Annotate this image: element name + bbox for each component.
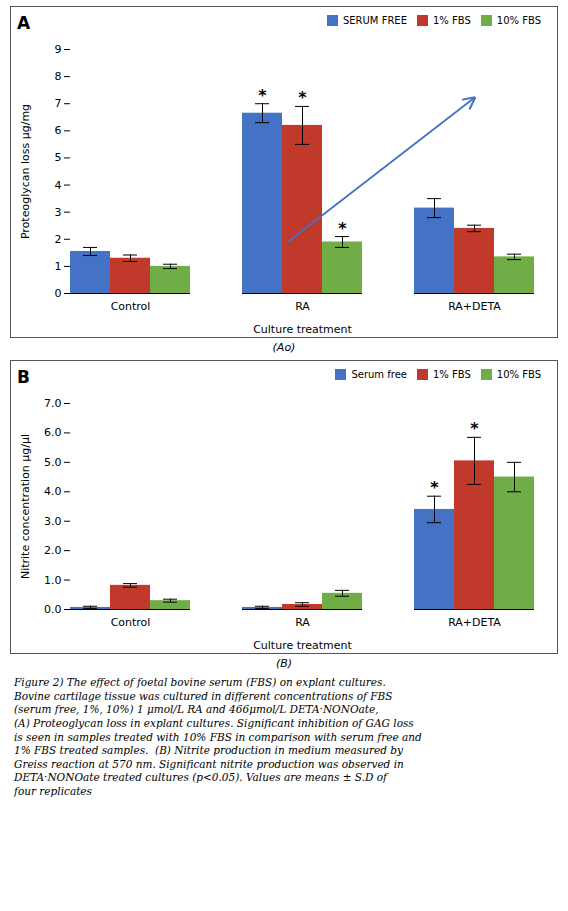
svg-text:3: 3 — [55, 206, 62, 219]
html-text:(B): (B) — [275, 657, 293, 670]
svg-text:RA+DETA: RA+DETA — [448, 616, 501, 629]
html-text:SERUM FREE: SERUM FREE — [342, 15, 407, 26]
html-text:A: A — [17, 13, 31, 33]
html-text:10% FBS: 10% FBS — [496, 15, 541, 26]
svg-text:Culture treatment: Culture treatment — [253, 323, 352, 336]
html-text:B: B — [17, 367, 30, 387]
svg-text:4: 4 — [55, 179, 62, 192]
svg-text:6.0: 6.0 — [44, 426, 62, 439]
html-text:10% FBS: 10% FBS — [496, 369, 541, 380]
html-text:1% FBS: 1% FBS — [433, 15, 471, 26]
svg-text:Nitrite concentration μg/μl: Nitrite concentration μg/μl — [19, 434, 32, 579]
svg-text:*: * — [470, 419, 479, 438]
svg-text:8: 8 — [55, 70, 62, 83]
svg-text:RA: RA — [295, 616, 310, 629]
html-text:1% FBS: 1% FBS — [433, 369, 471, 380]
svg-text:0.0: 0.0 — [44, 603, 62, 616]
svg-text:Culture treatment: Culture treatment — [253, 639, 352, 652]
html-text:(Ao): (Ao) — [272, 341, 296, 354]
svg-text:*: * — [258, 86, 267, 105]
svg-text:*: * — [338, 219, 347, 238]
svg-text:Control: Control — [111, 300, 151, 313]
svg-text:*: * — [430, 478, 439, 497]
svg-text:4.0: 4.0 — [44, 485, 62, 498]
html-text:Figure 2) The effect of foetal: Figure 2) The effect of foetal bovine se… — [14, 676, 422, 798]
svg-text:1: 1 — [55, 260, 62, 273]
svg-text:1.0: 1.0 — [44, 574, 62, 587]
svg-text:7.0: 7.0 — [44, 397, 62, 410]
svg-text:0: 0 — [55, 287, 62, 300]
svg-text:Control: Control — [111, 616, 151, 629]
svg-text:5: 5 — [55, 151, 62, 164]
svg-text:Proteoglycan loss μg/mg: Proteoglycan loss μg/mg — [19, 104, 32, 239]
svg-text:6: 6 — [55, 124, 62, 137]
svg-text:9: 9 — [55, 43, 62, 56]
svg-text:7: 7 — [55, 97, 62, 110]
svg-text:3.0: 3.0 — [44, 515, 62, 528]
html-text:Serum free: Serum free — [351, 369, 407, 380]
svg-text:RA+DETA: RA+DETA — [448, 300, 501, 313]
svg-text:2.0: 2.0 — [44, 544, 62, 557]
svg-text:*: * — [298, 88, 307, 107]
svg-text:RA: RA — [295, 300, 310, 313]
svg-text:5.0: 5.0 — [44, 456, 62, 469]
svg-text:2: 2 — [55, 233, 62, 246]
